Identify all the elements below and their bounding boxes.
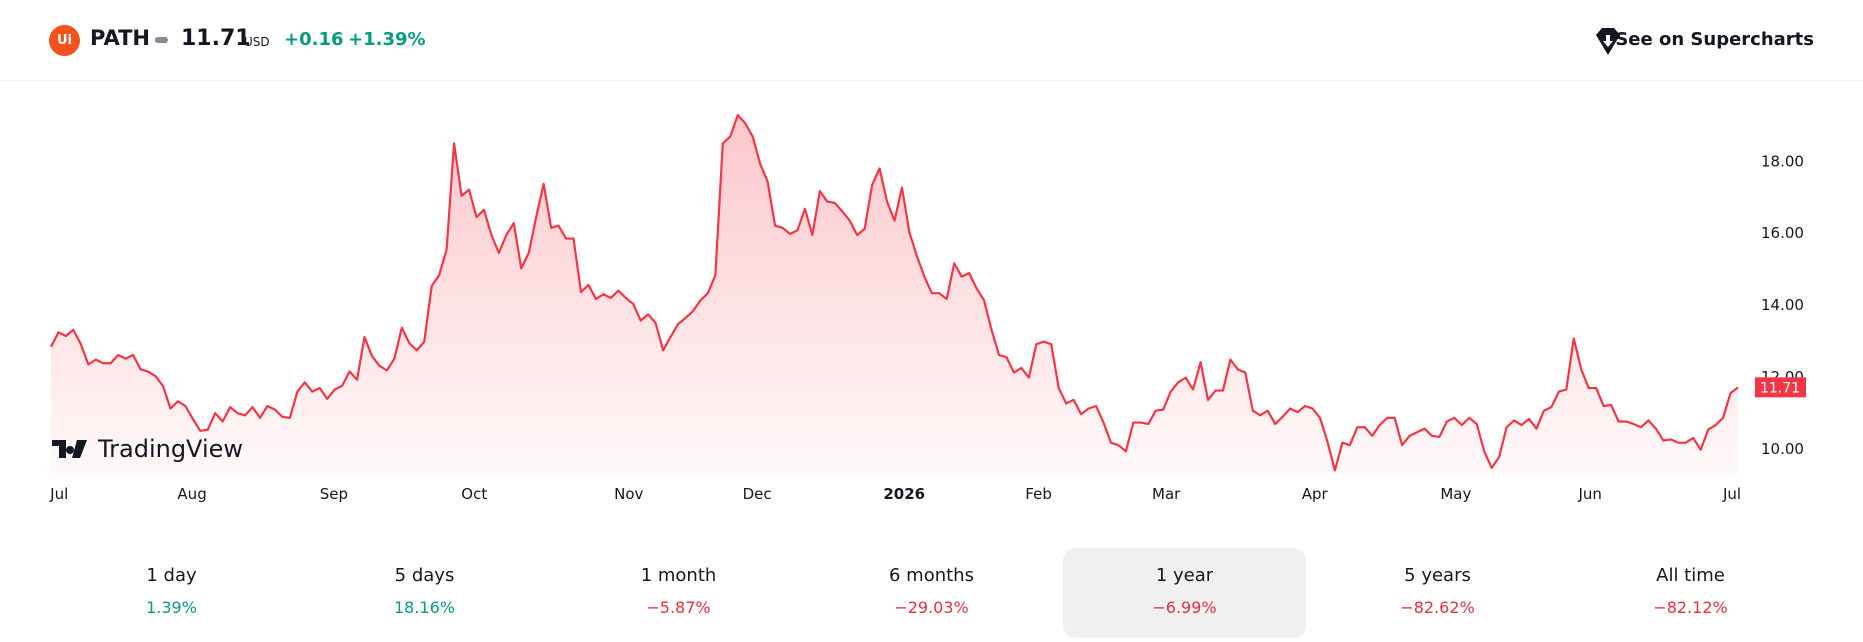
period-change: −6.99% — [1152, 598, 1217, 617]
period-tab[interactable]: All time −82.12% — [1569, 548, 1812, 638]
period-label: All time — [1656, 565, 1725, 586]
x-tick-label: Oct — [461, 485, 487, 503]
symbol-logo: Ui — [49, 25, 80, 56]
area-fill — [51, 114, 1738, 475]
status-dot — [155, 37, 168, 43]
watermark-logo — [52, 440, 87, 458]
period-label: 6 months — [889, 565, 974, 586]
last-price-tag — [1755, 377, 1806, 398]
period-label: 1 year — [1155, 565, 1214, 586]
price-line — [50, 113, 1739, 472]
watermark: TradingView — [52, 435, 243, 463]
period-tab[interactable]: 1 year −6.99% — [1063, 548, 1306, 638]
y-tick-label: 18.00 — [1761, 152, 1804, 170]
x-tick-label: Jul — [1722, 485, 1741, 503]
x-tick-label: May — [1440, 485, 1471, 503]
x-tick-label: 2026 — [883, 485, 925, 503]
x-tick-label: Sep — [320, 485, 348, 503]
period-change: −5.87% — [646, 598, 711, 617]
period-change: −82.62% — [1400, 598, 1475, 617]
period-tab[interactable]: 1 day 1.39% — [50, 548, 293, 638]
period-tab[interactable]: 1 month −5.87% — [557, 548, 800, 638]
currency: USD — [244, 35, 270, 49]
symbol[interactable]: PATH — [90, 26, 150, 50]
change: +0.16 — [284, 29, 344, 50]
period-label: 5 years — [1404, 565, 1471, 586]
y-tick-label: 16.00 — [1761, 224, 1804, 242]
x-tick-label: Dec — [743, 485, 772, 503]
last-price-label: 11.71 — [1760, 380, 1800, 396]
supercharts-link[interactable]: See on Supercharts — [1615, 29, 1814, 50]
y-tick-label: 14.00 — [1761, 296, 1804, 314]
period-label: 5 days — [394, 565, 455, 586]
period-change: −29.03% — [894, 598, 969, 617]
watermark-text: TradingView — [97, 435, 243, 463]
x-tick-label: Aug — [177, 485, 206, 503]
x-tick-label: Feb — [1025, 485, 1052, 503]
period-change: 1.39% — [146, 598, 197, 617]
y-tick-label: 10.00 — [1761, 440, 1804, 458]
x-tick-label: Jun — [1577, 485, 1601, 503]
period-tab[interactable]: 5 years −82.62% — [1316, 548, 1559, 638]
change-percent: +1.39% — [348, 29, 426, 50]
period-change: 18.16% — [393, 598, 455, 617]
price: 11.71 — [181, 26, 251, 51]
period-change: −82.12% — [1653, 598, 1728, 617]
period-label: 1 month — [640, 565, 717, 586]
header: Ui PATH 11.71 USD +0.16 +1.39% See on Su… — [0, 0, 1863, 81]
period-tab[interactable]: 5 days 18.16% — [303, 548, 546, 638]
period-label: 1 day — [146, 565, 197, 586]
supercharts-icon[interactable] — [1593, 27, 1623, 57]
x-tick-label: Jul — [49, 485, 68, 503]
period-tab[interactable]: 6 months −29.03% — [810, 548, 1053, 638]
x-tick-label: Apr — [1302, 485, 1329, 503]
x-tick-label: Mar — [1152, 485, 1181, 503]
x-tick-label: Nov — [614, 485, 643, 503]
